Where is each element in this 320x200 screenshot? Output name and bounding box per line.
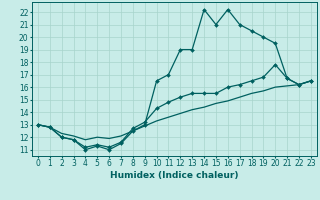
X-axis label: Humidex (Indice chaleur): Humidex (Indice chaleur) (110, 171, 239, 180)
